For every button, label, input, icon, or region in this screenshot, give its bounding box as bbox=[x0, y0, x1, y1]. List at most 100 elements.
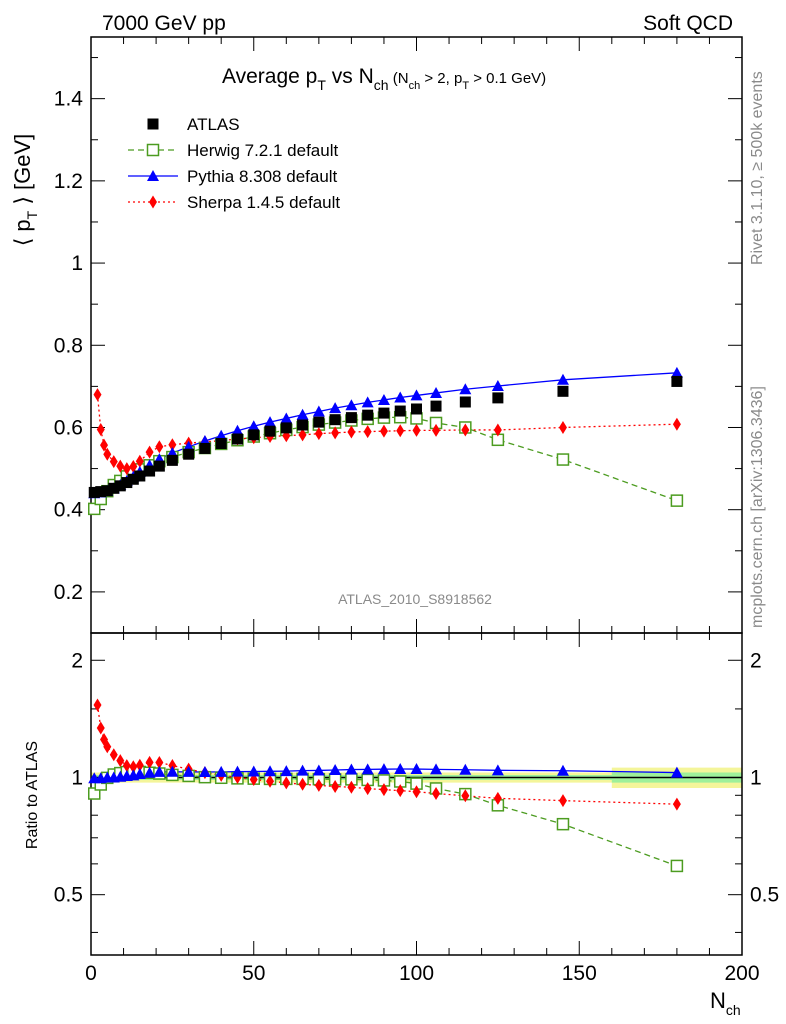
atlas-point bbox=[280, 422, 292, 434]
pythia-point bbox=[556, 373, 569, 385]
atlas-point bbox=[313, 416, 325, 428]
sherpa-ratio-point bbox=[461, 789, 470, 803]
analysis-watermark: ATLAS_2010_S8918562 bbox=[338, 591, 492, 607]
x-tick-label: 0 bbox=[85, 962, 97, 985]
sherpa-ratio-point bbox=[96, 721, 105, 735]
sherpa-point bbox=[412, 423, 421, 437]
pythia-point bbox=[231, 424, 244, 436]
x-tick-label: 200 bbox=[724, 962, 759, 985]
sherpa-ratio-point bbox=[266, 774, 275, 788]
atlas-point bbox=[671, 375, 683, 387]
atlas-point bbox=[362, 409, 374, 421]
sherpa-ratio-point bbox=[109, 748, 118, 762]
atlas-point bbox=[492, 392, 504, 404]
atlas-point bbox=[378, 407, 390, 419]
ratio-y-tick-label-right: 1 bbox=[750, 766, 762, 789]
pythia-ratio-point bbox=[182, 765, 195, 777]
legend-herwig-label: Herwig 7.2.1 default bbox=[187, 141, 338, 160]
atlas-point bbox=[166, 454, 178, 466]
y-tick-label: 1.4 bbox=[54, 88, 84, 111]
sherpa-point bbox=[122, 462, 131, 476]
pythia-point bbox=[491, 379, 504, 391]
pythia-point bbox=[329, 402, 342, 414]
pythia-point bbox=[377, 393, 390, 405]
sherpa-point bbox=[116, 459, 125, 473]
pythia-ratio-point bbox=[361, 763, 374, 775]
atlas-point bbox=[127, 473, 139, 485]
sherpa-point bbox=[461, 423, 470, 437]
pythia-ratio-point bbox=[296, 764, 309, 776]
ratio-y-tick-label-right: 2 bbox=[750, 649, 762, 672]
sherpa-point bbox=[155, 440, 164, 454]
sherpa-ratio-point bbox=[672, 797, 681, 811]
sherpa-point bbox=[363, 425, 372, 439]
top-y-axis-label: ⟨ pT ⟩ [GeV] bbox=[10, 134, 40, 247]
pythia-ratio-point bbox=[670, 766, 683, 778]
y-tick-label: 0.8 bbox=[54, 334, 83, 357]
x-tick-label: 100 bbox=[399, 962, 434, 985]
legend-sherpa-marker bbox=[149, 195, 157, 209]
sherpa-ratio-point bbox=[331, 779, 340, 793]
herwig-point bbox=[88, 502, 101, 516]
pythia-ratio-point bbox=[280, 765, 293, 777]
pythia-ratio-point bbox=[312, 764, 325, 776]
atlas-point bbox=[248, 429, 260, 441]
pythia-ratio-point bbox=[556, 764, 569, 776]
pythia-point bbox=[215, 429, 228, 441]
sherpa-point bbox=[347, 425, 356, 439]
pythia-ratio-point bbox=[345, 763, 358, 775]
sherpa-point bbox=[672, 417, 681, 431]
pythia-point bbox=[296, 408, 309, 420]
sherpa-ratio-point bbox=[282, 776, 291, 790]
atlas-point bbox=[95, 486, 107, 498]
x-tick-label: 50 bbox=[242, 962, 265, 985]
pythia-ratio-point bbox=[329, 763, 342, 775]
pythia-ratio-point bbox=[377, 763, 390, 775]
pythia-ratio-point bbox=[231, 765, 244, 777]
y-tick-label: 0.2 bbox=[54, 581, 83, 604]
atlas-point bbox=[88, 486, 100, 498]
ratio-y-tick-label: 2 bbox=[71, 649, 83, 672]
sherpa-ratio-point bbox=[122, 759, 131, 773]
atlas-point bbox=[459, 396, 471, 408]
atlas-point bbox=[134, 470, 146, 482]
sherpa-ratio-point bbox=[347, 780, 356, 794]
y-tick-label: 1 bbox=[71, 252, 83, 275]
pythia-ratio-point bbox=[459, 763, 472, 775]
bottom-y-axis-label: Ratio to ATLAS bbox=[24, 741, 41, 849]
sherpa-point bbox=[396, 424, 405, 438]
header-left: 7000 GeV pp bbox=[102, 12, 226, 35]
sherpa-ratio-point bbox=[379, 783, 388, 797]
pythia-ratio-point bbox=[143, 766, 156, 778]
legend-atlas-marker bbox=[147, 118, 159, 130]
sherpa-ratio-point bbox=[93, 698, 102, 712]
herwig-point bbox=[410, 412, 423, 425]
atlas-point bbox=[108, 482, 120, 494]
sherpa-point bbox=[379, 424, 388, 438]
atlas-point bbox=[345, 412, 357, 424]
atlas-point bbox=[215, 438, 227, 450]
pythia-point bbox=[345, 399, 358, 411]
sherpa-point bbox=[135, 454, 144, 468]
sherpa-ratio-point bbox=[103, 740, 112, 754]
pythia-point bbox=[264, 416, 277, 428]
sherpa-point bbox=[168, 438, 177, 452]
sherpa-point bbox=[100, 438, 109, 452]
pythia-ratio-point bbox=[215, 765, 228, 777]
sherpa-ratio-point bbox=[298, 777, 307, 791]
atlas-point bbox=[183, 448, 195, 460]
sherpa-ratio-point bbox=[145, 755, 154, 769]
header-right: Soft QCD bbox=[643, 12, 733, 35]
ratio-y-tick-label: 1 bbox=[71, 766, 83, 789]
sherpa-point bbox=[96, 423, 105, 437]
sherpa-point bbox=[109, 455, 118, 469]
atlas-point bbox=[297, 419, 309, 431]
pythia-ratio-point bbox=[410, 763, 423, 775]
pythia-point bbox=[410, 389, 423, 401]
sherpa-ratio-point bbox=[155, 755, 164, 769]
herwig-ratio-point bbox=[556, 817, 570, 831]
sherpa-point bbox=[493, 423, 502, 437]
atlas-point bbox=[121, 477, 133, 489]
atlas-point bbox=[114, 480, 126, 492]
herwig-ratio-point bbox=[88, 787, 101, 800]
